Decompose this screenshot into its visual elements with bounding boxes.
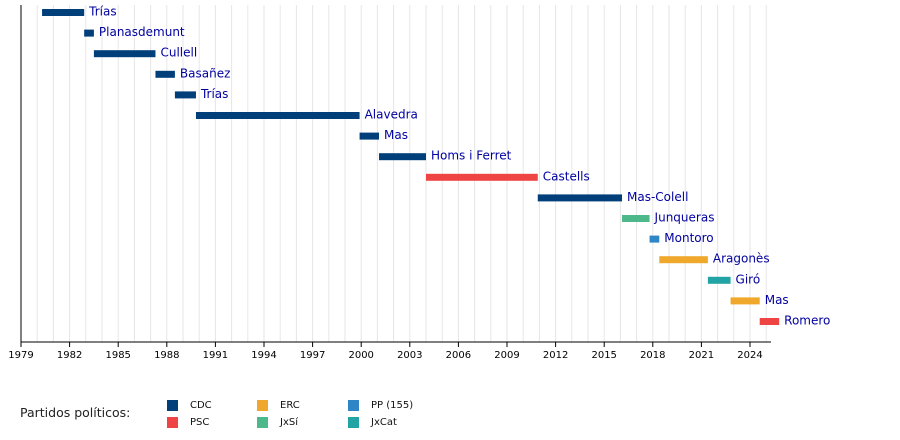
timeline-bar — [155, 70, 175, 78]
timeline-bar — [93, 50, 156, 58]
bar-label: Trías — [88, 5, 116, 19]
timeline-bar — [42, 9, 85, 16]
x-tick-label: 1991 — [203, 350, 228, 361]
x-tick-label: 2021 — [689, 350, 714, 361]
timeline-bar — [426, 173, 538, 181]
bar-label: Homs i Ferret — [431, 149, 512, 163]
bar-label: Basañez — [180, 66, 230, 80]
timeline-bar — [174, 91, 196, 99]
legend-swatch — [167, 416, 178, 428]
timeline-bar — [659, 256, 708, 264]
x-tick-label: 2006 — [446, 350, 471, 361]
x-tick-label: 2018 — [640, 350, 665, 361]
x-tick-label: 2012 — [543, 350, 568, 361]
bar-label: Mas — [765, 293, 789, 307]
timeline-bar — [622, 215, 650, 222]
x-tick-label: 2000 — [348, 350, 373, 361]
timeline-bar — [195, 112, 360, 119]
x-tick-label: 2009 — [494, 350, 519, 361]
timeline-bar — [379, 153, 426, 161]
timeline-bar — [359, 132, 380, 140]
legend-item: JxSí — [257, 415, 298, 429]
legend-swatch — [348, 416, 359, 428]
x-tick-label: 2003 — [397, 350, 422, 361]
x-tick-label: 2024 — [737, 350, 762, 361]
timeline-bar — [649, 235, 660, 243]
bar-label: Alavedra — [365, 108, 418, 122]
timeline-bar — [707, 276, 731, 284]
x-tick-label: 1979 — [8, 350, 33, 361]
bar-label: Mas — [384, 128, 408, 142]
legend-label: ERC — [280, 399, 300, 411]
legend-swatch — [257, 416, 268, 428]
legend-label: PSC — [190, 416, 210, 428]
legend-swatch — [348, 399, 359, 411]
x-tick-label: 1985 — [105, 350, 130, 361]
legend-label: JxSí — [280, 416, 298, 428]
bar-label: Junqueras — [654, 211, 715, 225]
legend-item: JxCat — [348, 415, 397, 429]
bar-label: Aragonès — [713, 252, 770, 266]
x-tick-label: 1982 — [57, 350, 82, 361]
legend-item: PP (155) — [348, 398, 413, 412]
legend-item: CDC — [167, 398, 212, 412]
legend-label: PP (155) — [371, 399, 414, 411]
bar-label: Giró — [736, 272, 761, 286]
legend-label: CDC — [190, 399, 212, 411]
x-tick-label: 1994 — [251, 350, 276, 361]
timeline-bar — [730, 297, 760, 305]
x-tick-label: 1988 — [154, 350, 179, 361]
legend-label: JxCat — [371, 416, 397, 428]
bar-label: Castells — [543, 169, 590, 183]
bar-label: Trías — [200, 87, 228, 101]
bar-label: Cullell — [160, 46, 197, 60]
bar-label: Romero — [784, 314, 830, 328]
legend-swatch — [257, 399, 268, 411]
x-tick-label: 1997 — [300, 350, 325, 361]
x-tick-label: 2015 — [591, 350, 616, 361]
timeline-bar — [537, 194, 623, 202]
legend-title: Partidos políticos: — [20, 405, 131, 420]
legend-item: ERC — [257, 398, 300, 412]
legend-swatch — [167, 399, 178, 411]
bar-label: Mas-Colell — [627, 190, 688, 204]
timeline-bar — [84, 29, 94, 37]
legend-item: PSC — [167, 415, 209, 429]
bar-label: Planasdemunt — [99, 25, 185, 39]
timeline-bar — [759, 318, 780, 325]
bar-label: Montoro — [664, 231, 713, 245]
